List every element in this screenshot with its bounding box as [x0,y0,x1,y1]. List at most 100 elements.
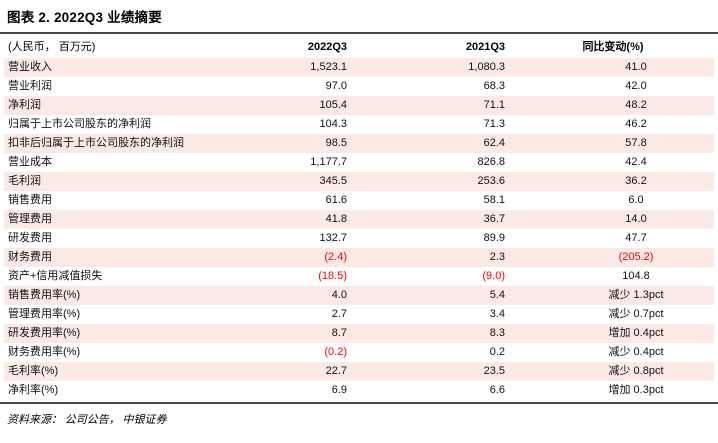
value-2022q3: (2.4) [324,251,347,263]
value-2022q3: 22.7 [325,365,347,377]
row-label: 毛利润 [8,175,41,187]
value-yoy: 42.4 [625,156,647,168]
table-row: 销售费用率(%) 4.0 5.4 减少 1.3pct [4,286,714,305]
table-row: 营业成本 1,177.7 826.8 42.4 [4,153,714,172]
value-2021q3: 2.3 [489,251,505,263]
title-divider [0,32,718,34]
value-2021q3: (9.0) [482,270,505,282]
value-2021q3: 58.1 [483,194,505,206]
value-2022q3: 132.7 [319,232,347,244]
table-bottom-divider [0,402,718,404]
row-label: 销售费用率(%) [8,289,81,301]
row-label: 营业利润 [8,80,52,92]
value-2021q3: 89.9 [483,232,505,244]
source-note: 资料来源： 公司公告， 中银证券 [7,414,167,426]
value-2021q3: 5.4 [489,289,505,301]
value-yoy: 减少 0.7pct [608,308,664,320]
value-2021q3: 71.1 [483,99,505,111]
unit-header: (人民币， 百万元) [8,41,96,53]
row-label: 营业收入 [8,61,52,73]
table-row: 财务费用率(%) (0.2) 0.2 减少 0.4pct [4,343,714,362]
row-label: 净利润 [8,99,41,111]
value-yoy: 增加 0.3pct [608,384,664,396]
table-row: 扣非后归属于上市公司股东的净利润 98.5 62.4 57.8 [4,134,714,153]
value-2022q3: 2.7 [331,308,347,320]
value-2021q3: 826.8 [477,156,505,168]
value-2022q3: (0.2) [324,346,347,358]
col-header-2021q3: 2021Q3 [465,41,505,53]
table-row: 净利润 105.4 71.1 48.2 [4,96,714,115]
value-yoy: 减少 0.8pct [608,365,664,377]
table-row: 财务费用 (2.4) 2.3 (205.2) [4,248,714,267]
value-yoy: 47.7 [625,232,647,244]
col-header-2022q3: 2022Q3 [307,41,347,53]
row-label: 财务费用 [8,251,52,263]
value-2022q3: 97.0 [325,80,347,92]
row-label: 扣非后归属于上市公司股东的净利润 [8,137,184,149]
value-2021q3: 6.6 [489,384,505,396]
value-yoy: 41.0 [625,61,647,73]
row-label: 归属于上市公司股东的净利润 [8,118,151,130]
table-row: 资产+信用减值损失 (18.5) (9.0) 104.8 [4,267,714,286]
value-2022q3: 8.7 [331,327,347,339]
value-2021q3: 71.3 [483,118,505,130]
row-label: 净利率(%) [8,384,59,396]
value-2022q3: 4.0 [331,289,347,301]
value-2022q3: (18.5) [318,270,347,282]
value-yoy: 36.2 [625,175,647,187]
table-row: 营业利润 97.0 68.3 42.0 [4,77,714,96]
value-2022q3: 98.5 [325,137,347,149]
table-row: 研发费用 132.7 89.9 47.7 [4,229,714,248]
row-label: 营业成本 [8,156,52,168]
value-2022q3: 6.9 [331,384,347,396]
table-row: 毛利率(%) 22.7 23.5 减少 0.8pct [4,362,714,381]
performance-table: (人民币， 百万元) 2022Q3 2021Q3 同比变动(%) 营业收入 1,5… [4,37,714,400]
value-yoy: 46.2 [625,118,647,130]
row-label: 研发费用率(%) [8,327,81,339]
value-yoy: 6.0 [628,194,644,206]
value-yoy: 14.0 [625,213,647,225]
value-2022q3: 104.3 [319,118,347,130]
value-2022q3: 105.4 [319,99,347,111]
value-2022q3: 61.6 [325,194,347,206]
row-label: 管理费用率(%) [8,308,81,320]
value-2021q3: 8.3 [489,327,505,339]
value-2021q3: 3.4 [489,308,505,320]
value-yoy: (205.2) [618,251,654,263]
value-2021q3: 62.4 [483,137,505,149]
value-2021q3: 23.5 [483,365,505,377]
value-yoy: 104.8 [622,270,650,282]
table-row: 净利率(%) 6.9 6.6 增加 0.3pct [4,381,714,400]
row-label: 资产+信用减值损失 [8,270,103,282]
value-yoy: 57.8 [625,137,647,149]
row-label: 毛利率(%) [8,365,59,377]
table-row: 销售费用 61.6 58.1 6.0 [4,191,714,210]
value-2021q3: 68.3 [483,80,505,92]
value-yoy: 增加 0.4pct [608,327,664,339]
value-2021q3: 36.7 [483,213,505,225]
page-title: 图表 2. 2022Q3 业绩摘要 [7,10,162,25]
value-yoy: 减少 0.4pct [608,346,664,358]
row-label: 财务费用率(%) [8,346,81,358]
col-header-yoy: 同比变动(%) [582,41,644,53]
table-row: 管理费用 41.8 36.7 14.0 [4,210,714,229]
value-yoy: 48.2 [625,99,647,111]
table-header-row: (人民币， 百万元) 2022Q3 2021Q3 同比变动(%) [4,37,714,58]
row-label: 销售费用 [8,194,52,206]
table-row: 毛利润 345.5 253.6 36.2 [4,172,714,191]
value-yoy: 42.0 [625,80,647,92]
table-body: 营业收入 1,523.1 1,080.3 41.0 营业利润 97.0 68.3 42.0 净利… [4,58,714,400]
row-label: 管理费用 [8,213,52,225]
value-2022q3: 41.8 [325,213,347,225]
row-label: 研发费用 [8,232,52,244]
value-yoy: 减少 1.3pct [608,289,664,301]
value-2022q3: 345.5 [319,175,347,187]
table-row: 营业收入 1,523.1 1,080.3 41.0 [4,58,714,77]
value-2021q3: 1,080.3 [468,61,505,73]
table-row: 归属于上市公司股东的净利润 104.3 71.3 46.2 [4,115,714,134]
value-2021q3: 253.6 [477,175,505,187]
value-2022q3: 1,523.1 [310,61,347,73]
table-row: 管理费用率(%) 2.7 3.4 减少 0.7pct [4,305,714,324]
value-2021q3: 0.2 [489,346,505,358]
